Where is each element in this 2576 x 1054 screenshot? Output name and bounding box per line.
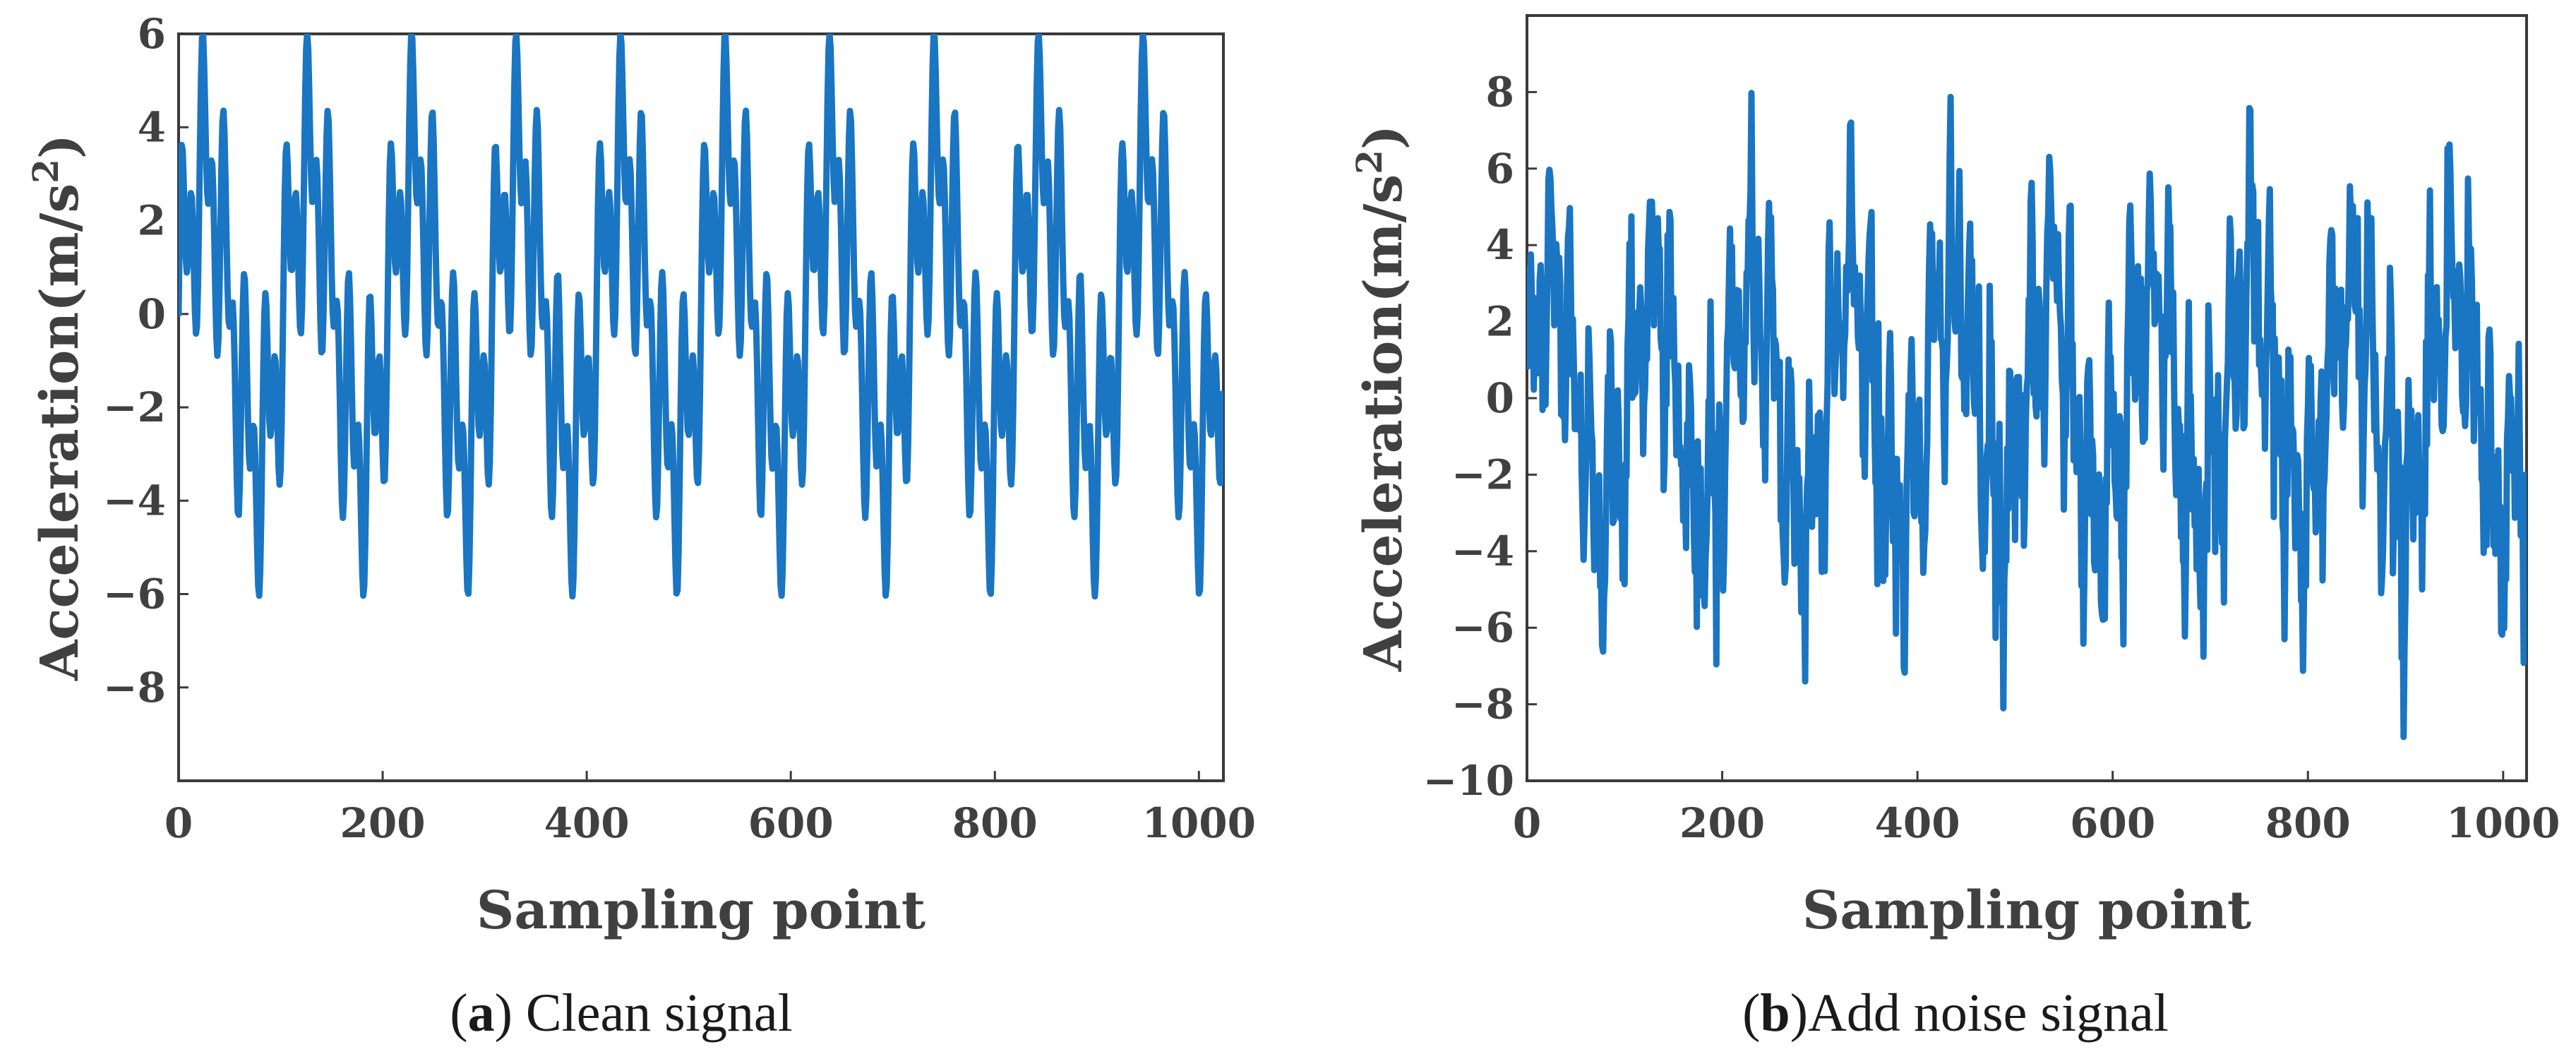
x-tick-label: 200 <box>340 799 426 847</box>
panel-b-x-axis-label: Sampling point <box>1802 880 2251 941</box>
panel-a-y-ticks: −8 −6 −4 −2 0 2 4 6 <box>103 10 188 712</box>
signal-line <box>1527 90 2527 741</box>
y-tick-label: 0 <box>1486 374 1514 422</box>
y-tick-label: 6 <box>1486 145 1514 193</box>
x-tick-label: 600 <box>2070 799 2155 847</box>
y-tick-label: 6 <box>138 10 166 58</box>
panel-a-clean-signal: 0 200 400 600 800 1000 −8 −6 −4 −2 0 2 4 6 Sampling … <box>25 10 1256 1043</box>
x-tick-label: 200 <box>1679 799 1765 847</box>
x-tick-label: 800 <box>952 799 1038 847</box>
y-tick-label: 0 <box>138 290 166 338</box>
x-tick-label: 400 <box>1875 799 1960 847</box>
x-tick-label: 800 <box>2265 799 2351 847</box>
panel-a-series <box>179 34 1223 600</box>
panel-b-caption: (b)Add noise signal <box>1742 983 2169 1043</box>
x-tick-label: 1000 <box>1142 799 1256 847</box>
panel-b-series <box>1527 90 2527 741</box>
panel-a-x-axis-label: Sampling point <box>477 880 925 941</box>
panel-b-noisy-signal: 0 200 400 600 800 1000 −10 −8 −6 −4 −2 0 2 4 6 8 Sampl… <box>1348 14 2560 1043</box>
y-tick-label: −6 <box>1451 604 1514 652</box>
y-tick-label: 4 <box>138 103 166 151</box>
panel-a-caption: (a) Clean signal <box>450 983 792 1043</box>
y-tick-label: 2 <box>138 197 166 245</box>
y-tick-label: 4 <box>1486 221 1514 269</box>
y-tick-label: −10 <box>1423 757 1514 805</box>
y-tick-label: −2 <box>1451 450 1514 498</box>
x-tick-label: 0 <box>164 799 193 847</box>
y-tick-label: −8 <box>103 664 166 712</box>
x-tick-label: 400 <box>544 799 630 847</box>
panel-b-x-ticks: 0 200 400 600 800 1000 <box>1513 771 2560 847</box>
y-tick-label: −6 <box>103 570 166 618</box>
y-tick-label: 2 <box>1486 298 1514 346</box>
y-tick-label: −2 <box>103 383 166 431</box>
panel-b-y-ticks: −10 −8 −6 −4 −2 0 2 4 6 8 <box>1423 68 1537 805</box>
y-tick-label: −8 <box>1451 681 1514 729</box>
signal-line <box>179 34 1223 600</box>
panel-a-x-ticks: 0 200 400 600 800 1000 <box>164 771 1256 847</box>
y-tick-label: −4 <box>103 477 166 525</box>
x-tick-label: 1000 <box>2446 799 2560 847</box>
panel-a-y-axis-label: Acceleration(m/s2) <box>25 134 90 681</box>
x-tick-label: 600 <box>748 799 834 847</box>
y-tick-label: −4 <box>1451 527 1514 575</box>
y-tick-label: 8 <box>1486 68 1514 116</box>
panel-b-y-axis-label: Acceleration(m/s2) <box>1348 125 1414 672</box>
x-tick-label: 0 <box>1513 799 1541 847</box>
